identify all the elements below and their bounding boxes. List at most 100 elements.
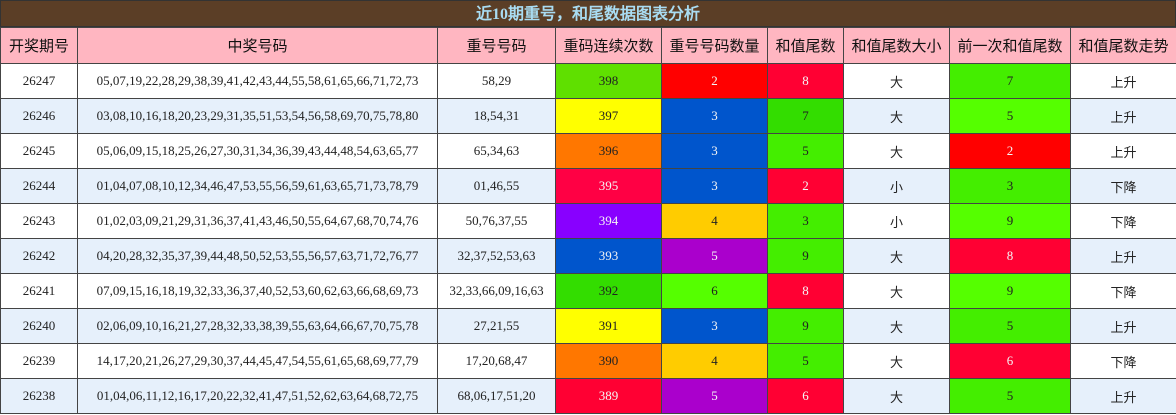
table-cell: 大 xyxy=(843,63,950,99)
table-cell: 32,33,66,09,16,63 xyxy=(437,273,556,309)
table-cell: 3 xyxy=(661,168,768,204)
table-cell: 大 xyxy=(843,238,950,274)
column-header: 开奖期号 xyxy=(0,27,78,64)
column-header: 重号号码数量 xyxy=(661,27,768,64)
table-cell: 50,76,37,55 xyxy=(437,203,556,239)
table-cell: 5 xyxy=(661,238,768,274)
table-cell: 上升 xyxy=(1070,308,1176,344)
table-cell: 9 xyxy=(767,238,844,274)
table-cell: 02,06,09,10,16,21,27,28,32,33,38,39,55,6… xyxy=(77,308,438,344)
table-cell: 394 xyxy=(555,203,662,239)
table-cell: 3 xyxy=(661,308,768,344)
table-cell: 下降 xyxy=(1070,273,1176,309)
table-cell: 17,20,68,47 xyxy=(437,343,556,379)
table-cell: 389 xyxy=(555,378,662,414)
table-cell: 58,29 xyxy=(437,63,556,99)
table-cell: 68,06,17,51,20 xyxy=(437,378,556,414)
table-cell: 14,17,20,21,26,27,29,30,37,44,45,47,54,5… xyxy=(77,343,438,379)
title: 近10期重号，和尾数据图表分析 xyxy=(0,0,1176,27)
table-cell: 大 xyxy=(843,273,950,309)
table-cell: 26239 xyxy=(0,343,78,379)
table-cell: 上升 xyxy=(1070,238,1176,274)
column-header: 重码连续次数 xyxy=(555,27,662,64)
column-header: 和值尾数 xyxy=(767,27,844,64)
table-cell: 26238 xyxy=(0,378,78,414)
table-cell: 3 xyxy=(661,98,768,134)
data-table: 开奖期号 中奖号码 重号号码 重码连续次数 重号号码数量 和值尾数 和值尾数大小 前一次和值尾… xyxy=(0,27,1176,414)
table-cell: 26242 xyxy=(0,238,78,274)
table-cell: 9 xyxy=(949,203,1071,239)
table-cell: 01,04,06,11,12,16,17,20,22,32,41,47,51,5… xyxy=(77,378,438,414)
table-cell: 396 xyxy=(555,133,662,169)
table-cell: 03,08,10,16,18,20,23,29,31,35,51,53,54,5… xyxy=(77,98,438,134)
table-cell: 3 xyxy=(767,203,844,239)
table-cell: 26246 xyxy=(0,98,78,134)
table-cell: 下降 xyxy=(1070,203,1176,239)
table-cell: 4 xyxy=(661,343,768,379)
table-cell: 6 xyxy=(949,343,1071,379)
table-cell: 8 xyxy=(767,273,844,309)
table-cell: 6 xyxy=(767,378,844,414)
table-cell: 上升 xyxy=(1070,133,1176,169)
table-row: 26238 01,04,06,11,12,16,17,20,22,32,41,47… xyxy=(0,378,1176,414)
table-cell: 01,46,55 xyxy=(437,168,556,204)
table-cell: 2 xyxy=(661,63,768,99)
table-cell: 393 xyxy=(555,238,662,274)
table-cell: 小 xyxy=(843,203,950,239)
table-cell: 6 xyxy=(661,273,768,309)
table-cell: 8 xyxy=(767,63,844,99)
table-cell: 26247 xyxy=(0,63,78,99)
table-cell: 5 xyxy=(661,378,768,414)
table-row: 26242 04,20,28,32,35,37,39,44,48,50,52,53… xyxy=(0,238,1176,274)
table-cell: 04,20,28,32,35,37,39,44,48,50,52,53,55,5… xyxy=(77,238,438,274)
table-cell: 大 xyxy=(843,308,950,344)
table-cell: 小 xyxy=(843,168,950,204)
table-cell: 27,21,55 xyxy=(437,308,556,344)
table-cell: 07,09,15,16,18,19,32,33,36,37,40,52,53,6… xyxy=(77,273,438,309)
table-row: 26239 14,17,20,21,26,27,29,30,37,44,45,47… xyxy=(0,343,1176,379)
table-cell: 8 xyxy=(949,238,1071,274)
table-cell: 大 xyxy=(843,133,950,169)
column-header: 前一次和值尾数 xyxy=(949,27,1071,64)
table-cell: 18,54,31 xyxy=(437,98,556,134)
table-cell: 2 xyxy=(767,168,844,204)
table-cell: 05,06,09,15,18,25,26,27,30,31,34,36,39,4… xyxy=(77,133,438,169)
table-cell: 5 xyxy=(767,133,844,169)
table-cell: 395 xyxy=(555,168,662,204)
table-cell: 5 xyxy=(949,378,1071,414)
table-cell: 391 xyxy=(555,308,662,344)
table-row: 26244 01,04,07,08,10,12,34,46,47,53,55,56… xyxy=(0,168,1176,204)
table-cell: 上升 xyxy=(1070,98,1176,134)
table-cell: 大 xyxy=(843,343,950,379)
table-cell: 32,37,52,53,63 xyxy=(437,238,556,274)
table-cell: 上升 xyxy=(1070,63,1176,99)
table-cell: 7 xyxy=(949,63,1071,99)
table-cell: 26244 xyxy=(0,168,78,204)
table-cell: 26245 xyxy=(0,133,78,169)
table-row: 26247 05,07,19,22,28,29,38,39,41,42,43,44… xyxy=(0,63,1176,99)
table-cell: 9 xyxy=(767,308,844,344)
table-body: 26247 05,07,19,22,28,29,38,39,41,42,43,44… xyxy=(0,63,1176,414)
header-row: 开奖期号 中奖号码 重号号码 重码连续次数 重号号码数量 和值尾数 和值尾数大小 前一次和值尾… xyxy=(0,27,1176,64)
table-cell: 4 xyxy=(661,203,768,239)
table-cell: 大 xyxy=(843,378,950,414)
table-cell: 26240 xyxy=(0,308,78,344)
column-header: 重号号码 xyxy=(437,27,556,64)
table-row: 26246 03,08,10,16,18,20,23,29,31,35,51,53… xyxy=(0,98,1176,134)
column-header: 和值尾数大小 xyxy=(843,27,950,64)
table-row: 26245 05,06,09,15,18,25,26,27,30,31,34,36… xyxy=(0,133,1176,169)
table-cell: 上升 xyxy=(1070,378,1176,414)
table-cell: 5 xyxy=(767,343,844,379)
table-cell: 397 xyxy=(555,98,662,134)
table-cell: 2 xyxy=(949,133,1071,169)
table-cell: 65,34,63 xyxy=(437,133,556,169)
table-cell: 26241 xyxy=(0,273,78,309)
table-cell: 3 xyxy=(949,168,1071,204)
table-row: 26240 02,06,09,10,16,21,27,28,32,33,38,39… xyxy=(0,308,1176,344)
table-cell: 下降 xyxy=(1070,343,1176,379)
table-cell: 下降 xyxy=(1070,168,1176,204)
table-row: 26241 07,09,15,16,18,19,32,33,36,37,40,52… xyxy=(0,273,1176,309)
table-cell: 3 xyxy=(661,133,768,169)
column-header: 中奖号码 xyxy=(77,27,438,64)
table-cell: 7 xyxy=(767,98,844,134)
